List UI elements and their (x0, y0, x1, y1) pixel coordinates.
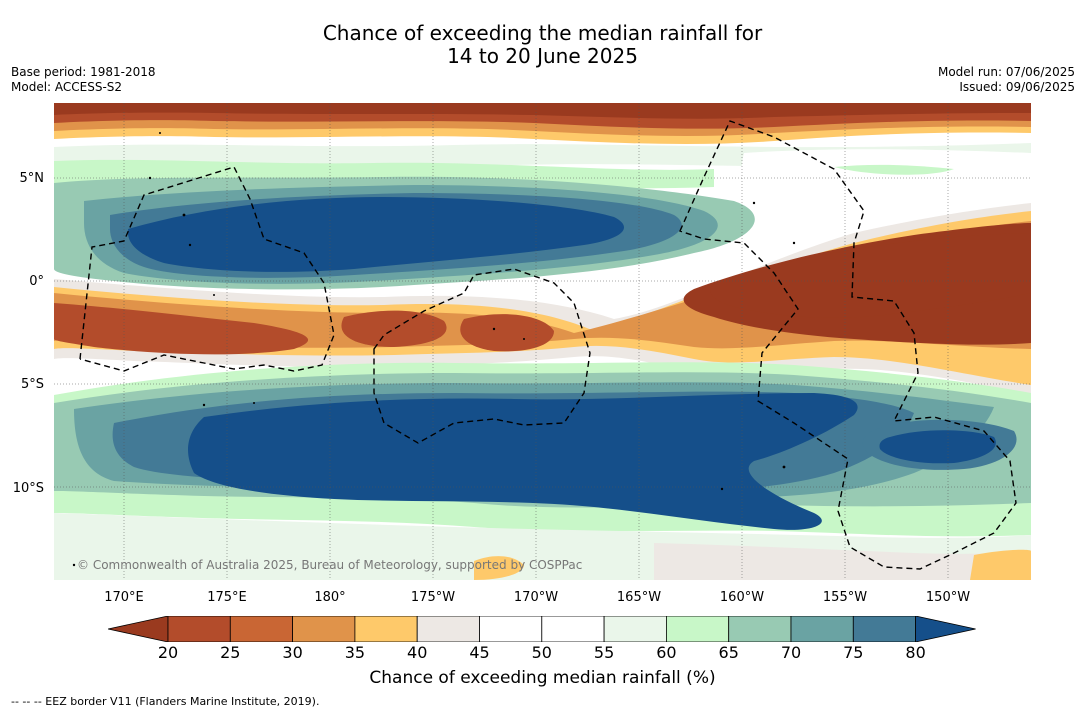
south-wet-region (54, 362, 1031, 537)
colorbar-high-extension (915, 616, 976, 642)
rainfall-map (54, 103, 1031, 580)
lon-label-165w: 165°W (616, 590, 662, 605)
east-green-patch (834, 164, 954, 175)
colorbar-tick-label: 45 (469, 643, 490, 662)
island-markers (72, 132, 796, 567)
colorbar-segments (108, 616, 976, 642)
colorbar-tick-label: 75 (843, 643, 864, 662)
lon-label-170w: 170°W (513, 590, 559, 605)
graticule (54, 103, 1031, 580)
colorbar-segment (666, 616, 730, 642)
colorbar-segment (229, 616, 294, 642)
north-dry-band (54, 103, 1031, 145)
southeast-dry-patch (970, 549, 1031, 580)
map-panel: © Commonwealth of Australia 2025, Bureau… (54, 103, 1031, 580)
north-wet-region (54, 176, 755, 290)
colorbar-segment (790, 616, 854, 642)
colorbar (108, 616, 976, 642)
colorbar-tick-label: 30 (282, 643, 303, 662)
colorbar-segment (416, 616, 480, 642)
lat-label-0: 0° (29, 274, 44, 289)
map-title: Chance of exceeding the median rainfall … (0, 22, 1085, 68)
colorbar-tick-label: 35 (344, 643, 366, 662)
model-name: Model: ACCESS-S2 (11, 80, 123, 94)
south-neutral-patch (654, 543, 1031, 580)
lon-label-150w: 150°W (925, 590, 971, 605)
lat-label-5s: 5°S (20, 377, 44, 392)
lon-label-175e: 175°E (207, 590, 247, 605)
colorbar-segment (479, 616, 543, 642)
colorbar-segment (354, 616, 418, 642)
colorbar-tick-label: 80 (905, 643, 926, 662)
colorbar-tick-label: 50 (531, 643, 552, 662)
eez-footnote: -- -- -- EEZ border V11 (Flanders Marine… (11, 695, 320, 708)
eez-borders (79, 120, 1017, 570)
lat-label-10s: 10°S (12, 481, 44, 496)
colorbar-tick-label: 70 (780, 643, 802, 662)
lon-label-170e: 170°E (104, 590, 144, 605)
colorbar-segment (603, 616, 667, 642)
copyright-notice: © Commonwealth of Australia 2025, Bureau… (77, 558, 583, 572)
colorbar-segment (852, 616, 916, 642)
issued-date: Issued: 09/06/2025 (959, 80, 1075, 94)
east-neutral-area (741, 149, 1031, 221)
colorbar-low-extension (108, 616, 169, 642)
colorbar-tick-label: 55 (593, 643, 615, 662)
colorbar-segment (167, 616, 231, 642)
title-line-1: Chance of exceeding the median rainfall … (322, 21, 763, 45)
model-run: Model run: 07/06/2025 (937, 65, 1075, 79)
lat-label-5n: 5°N (19, 171, 45, 186)
meta-right: Model run: 07/06/2025 Issued: 09/06/2025 (938, 65, 1075, 95)
colorbar-segment (541, 616, 605, 642)
lon-label-180: 180° (314, 590, 346, 605)
colorbar-label: Chance of exceeding median rainfall (%) (369, 668, 716, 688)
equatorial-dry-band (54, 203, 1031, 395)
title-line-2: 14 to 20 June 2025 (447, 44, 638, 68)
colorbar-tick-label: 40 (407, 643, 428, 662)
lon-label-160w: 160°W (719, 590, 765, 605)
meta-left: Base period: 1981-2018 Model: ACCESS-S2 (11, 65, 156, 95)
base-period: Base period: 1981-2018 (11, 65, 156, 79)
colorbar-tick-label: 65 (718, 643, 739, 662)
colorbar-segment (728, 616, 792, 642)
colorbar-tick-label: 20 (157, 643, 179, 662)
colorbar-segment (292, 616, 356, 642)
lon-label-175w: 175°W (410, 590, 456, 605)
colorbar-tick-label: 60 (656, 643, 677, 662)
south-dry-patch (474, 556, 524, 580)
colorbar-tick-label: 25 (220, 643, 241, 662)
lon-label-155w: 155°W (822, 590, 868, 605)
